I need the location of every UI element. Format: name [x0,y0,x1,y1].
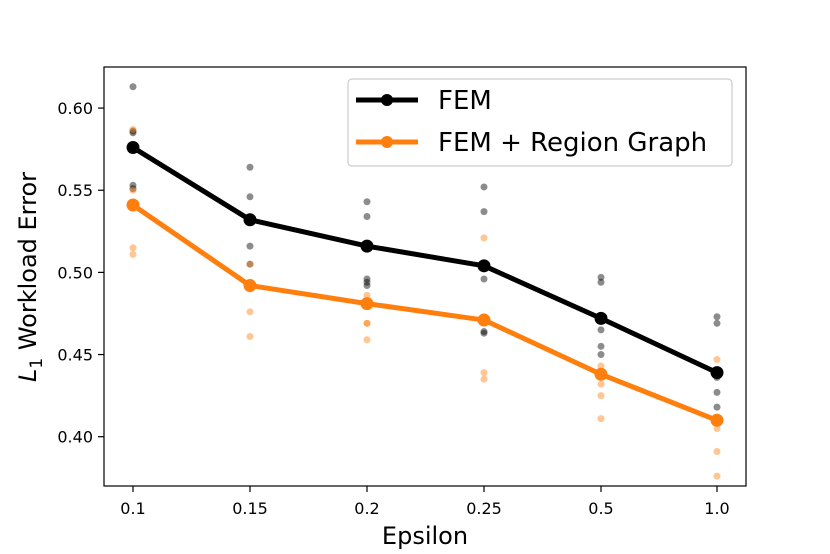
region-graph-sample-point [129,186,137,194]
x-tick-label: 0.1 [120,499,145,518]
fem-sample-point [246,260,254,268]
fem-sample-point [246,163,254,171]
legend-fem-label: FEM [438,86,492,116]
legend-box [347,78,733,167]
y-tick-label: 0.40 [57,428,93,447]
region-graph-sample-point [129,244,137,252]
x-axis: 0.1 0.15 0.2 0.25 0.5 1.0 [120,486,730,518]
region-graph-sample-point [480,375,488,383]
region-graph-sample-point [713,424,721,432]
fem-sample-point [129,181,137,189]
fem-sample-point [480,275,488,283]
x-tick-label: 0.5 [588,499,613,518]
fem-data-point [360,239,374,253]
fem-sample-point [597,351,605,359]
y-tick-label: 0.55 [57,181,93,200]
fem-sample-point [480,329,488,337]
region-graph-sample-point [363,319,371,327]
region-graph-sample-point [129,250,137,258]
region-graph-data-point [126,198,140,212]
fem-sample-point [246,193,254,201]
fem-sample-point [129,127,137,135]
fem-sample-point [129,185,137,193]
region-graph-data-point [477,313,491,327]
region-graph-sample-point [246,308,254,316]
region-graph-sample-point [713,355,721,363]
y-tick-label: 0.45 [57,346,93,365]
fem-sample-point [597,273,605,281]
fem-sample-point [480,183,488,191]
fem-data-point [477,259,491,273]
fem-data-point [594,311,608,325]
legend: FEM FEM + Region Graph [347,78,733,167]
fem-sample-point [713,403,721,411]
region-graph-sample-point [597,415,605,423]
fem-sample-point [129,129,137,137]
x-tick-label: 0.15 [232,499,268,518]
region-graph-sample-point [597,392,605,400]
y-axis-title-subscript: 1 [27,358,47,369]
region-graph-sample-point [129,125,137,133]
fem-data-point [710,366,724,380]
fem-sample-point [363,278,371,286]
region-graph-data-point [360,297,374,311]
x-axis-title: Epsilon [382,522,468,550]
legend-region-graph-label: FEM + Region Graph [438,128,707,158]
fem-sample-point [480,208,488,216]
y-tick-label: 0.60 [57,99,93,118]
region-graph-data-point [710,413,724,427]
fem-data-point [243,213,257,227]
y-axis: 0.40 0.45 0.50 0.55 0.60 [57,99,104,447]
fem-sample-point [129,83,137,91]
fem-sample-point [713,319,721,327]
y-axis-title: L1 Workload Error [14,172,47,382]
region-graph-sample-point [713,472,721,480]
fem-sample-point [363,213,371,221]
y-axis-title-text: Workload Error [14,172,42,358]
fem-sample-point [246,242,254,250]
y-axis-title-symbol: L [14,369,42,382]
fem-sample-point [363,275,371,283]
fem-sample-point [713,388,721,396]
fem-sample-point [597,326,605,334]
y-tick-label: 0.50 [57,263,93,282]
region-graph-sample-point [597,380,605,388]
plot-frame [103,66,747,487]
region-graph-sample-point [480,234,488,242]
fem-sample-point [363,282,371,290]
region-graph-data-point [594,367,608,381]
x-tick-label: 1.0 [704,499,729,518]
region-graph-series-line [130,202,720,423]
series-lines-layer [126,141,724,427]
fem-data-point [126,141,140,155]
fem-sample-point [597,342,605,350]
region-graph-data-point [243,279,257,293]
region-graph-sample-point [363,319,371,327]
legend-region-graph-marker [381,136,393,148]
fem-sample-point [480,328,488,336]
fem-sample-point [363,198,371,206]
region-graph-sample-point [480,369,488,377]
fem-sample-point [713,313,721,321]
x-tick-label: 0.25 [466,499,502,518]
x-tick-label: 0.2 [354,499,379,518]
region-graph-sample-point [363,336,371,344]
legend-fem-marker [381,94,393,106]
fem-series-line [130,145,720,376]
region-graph-sample-point [246,332,254,340]
region-graph-sample-point [713,447,721,455]
region-graph-sample-point [597,362,605,370]
region-graph-sample-point [246,260,254,268]
fem-sample-point [597,278,605,286]
region-graph-sample-point [363,291,371,299]
